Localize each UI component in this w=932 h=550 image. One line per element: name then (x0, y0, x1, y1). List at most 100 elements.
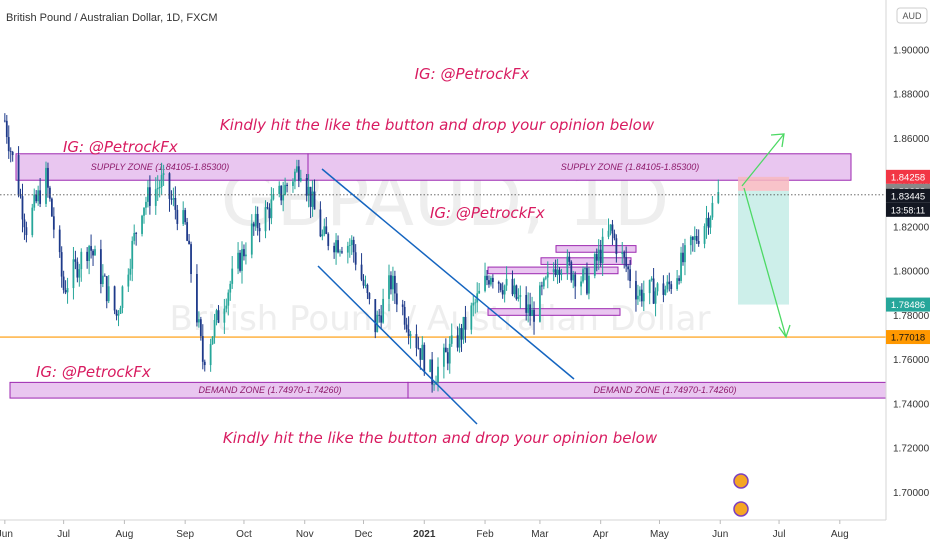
candle-body (450, 335, 453, 344)
candle-body (703, 226, 706, 244)
candle-body (119, 307, 122, 314)
candle-body (17, 155, 20, 196)
candle-body (566, 256, 569, 274)
candle-body (388, 275, 390, 299)
candle-body (501, 290, 504, 295)
stop-loss-zone[interactable] (738, 176, 789, 191)
candle-body (311, 191, 314, 207)
candle-body (437, 366, 439, 383)
price-axis[interactable]: 1.70000 1.72000 1.74000 1.76000 1.78000 1.800… (885, 0, 932, 520)
candle-body (403, 306, 406, 325)
candle-body (217, 310, 220, 323)
candle-body (525, 295, 528, 313)
candle-body (382, 298, 385, 323)
annotation-ig-left-top: IG: @PetrockFx (63, 138, 178, 156)
candle-body (446, 352, 449, 364)
candle-body (609, 224, 612, 231)
candle-body (348, 245, 351, 246)
candle-body (129, 268, 132, 275)
candle-body (31, 207, 34, 236)
candle-body (652, 278, 655, 304)
candle-body (188, 240, 190, 245)
candle-body (280, 185, 283, 201)
projection-arrows[interactable] (741, 133, 791, 339)
current-price-label: 1.83445 (891, 191, 925, 202)
candle-body (680, 252, 682, 281)
candle-body (90, 246, 92, 251)
channel-lower-line[interactable] (317, 265, 478, 425)
arrow-down-line[interactable] (743, 187, 787, 338)
candle-body (186, 222, 189, 241)
candle-body (529, 304, 532, 316)
candle-body (544, 277, 547, 279)
candle-body (678, 278, 680, 281)
candle-body (697, 241, 700, 244)
hline-price-label-bg (886, 330, 930, 345)
candle-body (613, 233, 616, 239)
x-tick-label: Jul (57, 529, 70, 540)
candle-body (533, 309, 535, 322)
candle-body (333, 245, 336, 253)
take-profit-zone[interactable] (738, 190, 789, 305)
candle-body (229, 283, 232, 293)
candle-body (366, 284, 369, 294)
supply-zone-right[interactable] (307, 153, 852, 181)
y-tick-label: 1.80000 (893, 267, 930, 278)
candle-body (148, 187, 151, 206)
candle-body (456, 335, 459, 348)
event-icon[interactable] (733, 501, 749, 517)
currency-badge[interactable]: AUD (896, 7, 928, 24)
candle-body (650, 278, 653, 280)
candle-body (415, 334, 418, 348)
event-icon[interactable] (733, 473, 749, 489)
candle-body (23, 219, 26, 228)
x-tick-label: Aug (116, 529, 134, 540)
candle-body (517, 296, 520, 299)
candle-body (209, 344, 212, 366)
candle-body (407, 329, 410, 337)
candle-body (323, 226, 326, 235)
candle-body (554, 269, 557, 276)
x-tick-label: Jun (712, 529, 728, 540)
candle-body (689, 236, 692, 246)
y-tick-label: 1.70000 (893, 488, 930, 499)
candle-body (503, 285, 506, 295)
candle-body (642, 293, 645, 302)
candle-body (299, 178, 302, 182)
candle-body (638, 289, 641, 296)
consolidation-box-2[interactable] (555, 245, 637, 253)
consolidation-box-3[interactable] (540, 257, 632, 265)
candle-body (284, 184, 287, 195)
candle-body (568, 256, 571, 262)
candle-body (258, 228, 261, 232)
y-tick-label: 1.76000 (893, 355, 930, 366)
descending-channel[interactable] (317, 168, 575, 425)
y-tick-label: 1.74000 (893, 399, 930, 410)
candle-body (115, 310, 118, 316)
candle-body (380, 315, 383, 323)
candle-body (421, 344, 424, 360)
candle-body (21, 196, 24, 220)
candle-body (558, 269, 561, 275)
consolidation-box-4[interactable] (487, 308, 621, 316)
candle-body (648, 279, 651, 294)
chart-title: British Pound / Australian Dollar, 1D, F… (6, 12, 218, 24)
candle-body (227, 292, 230, 306)
price-labels: 1.842581.836221.834451.784861.7701813:58… (886, 169, 930, 345)
candle-body (270, 199, 273, 219)
time-axis[interactable]: Jun Jul Aug Sep Oct Nov Dec 2021 Feb Mar Apr May Jun… (0, 519, 886, 540)
arrow-up-line[interactable] (741, 133, 785, 187)
candle-body (25, 227, 28, 236)
candle-body (392, 275, 394, 290)
candle-body (584, 268, 586, 270)
event-icons[interactable] (733, 473, 749, 517)
channel-upper-line[interactable] (321, 168, 575, 380)
annotation-like-top: Kindly hit the like the button and drop … (220, 116, 655, 134)
candle-body (335, 240, 337, 253)
target-price-label: 1.78486 (891, 300, 925, 311)
position-tool[interactable] (738, 176, 789, 305)
candle-body (3, 120, 6, 122)
candle-body (497, 282, 500, 284)
x-tick-label: Mar (531, 529, 549, 540)
